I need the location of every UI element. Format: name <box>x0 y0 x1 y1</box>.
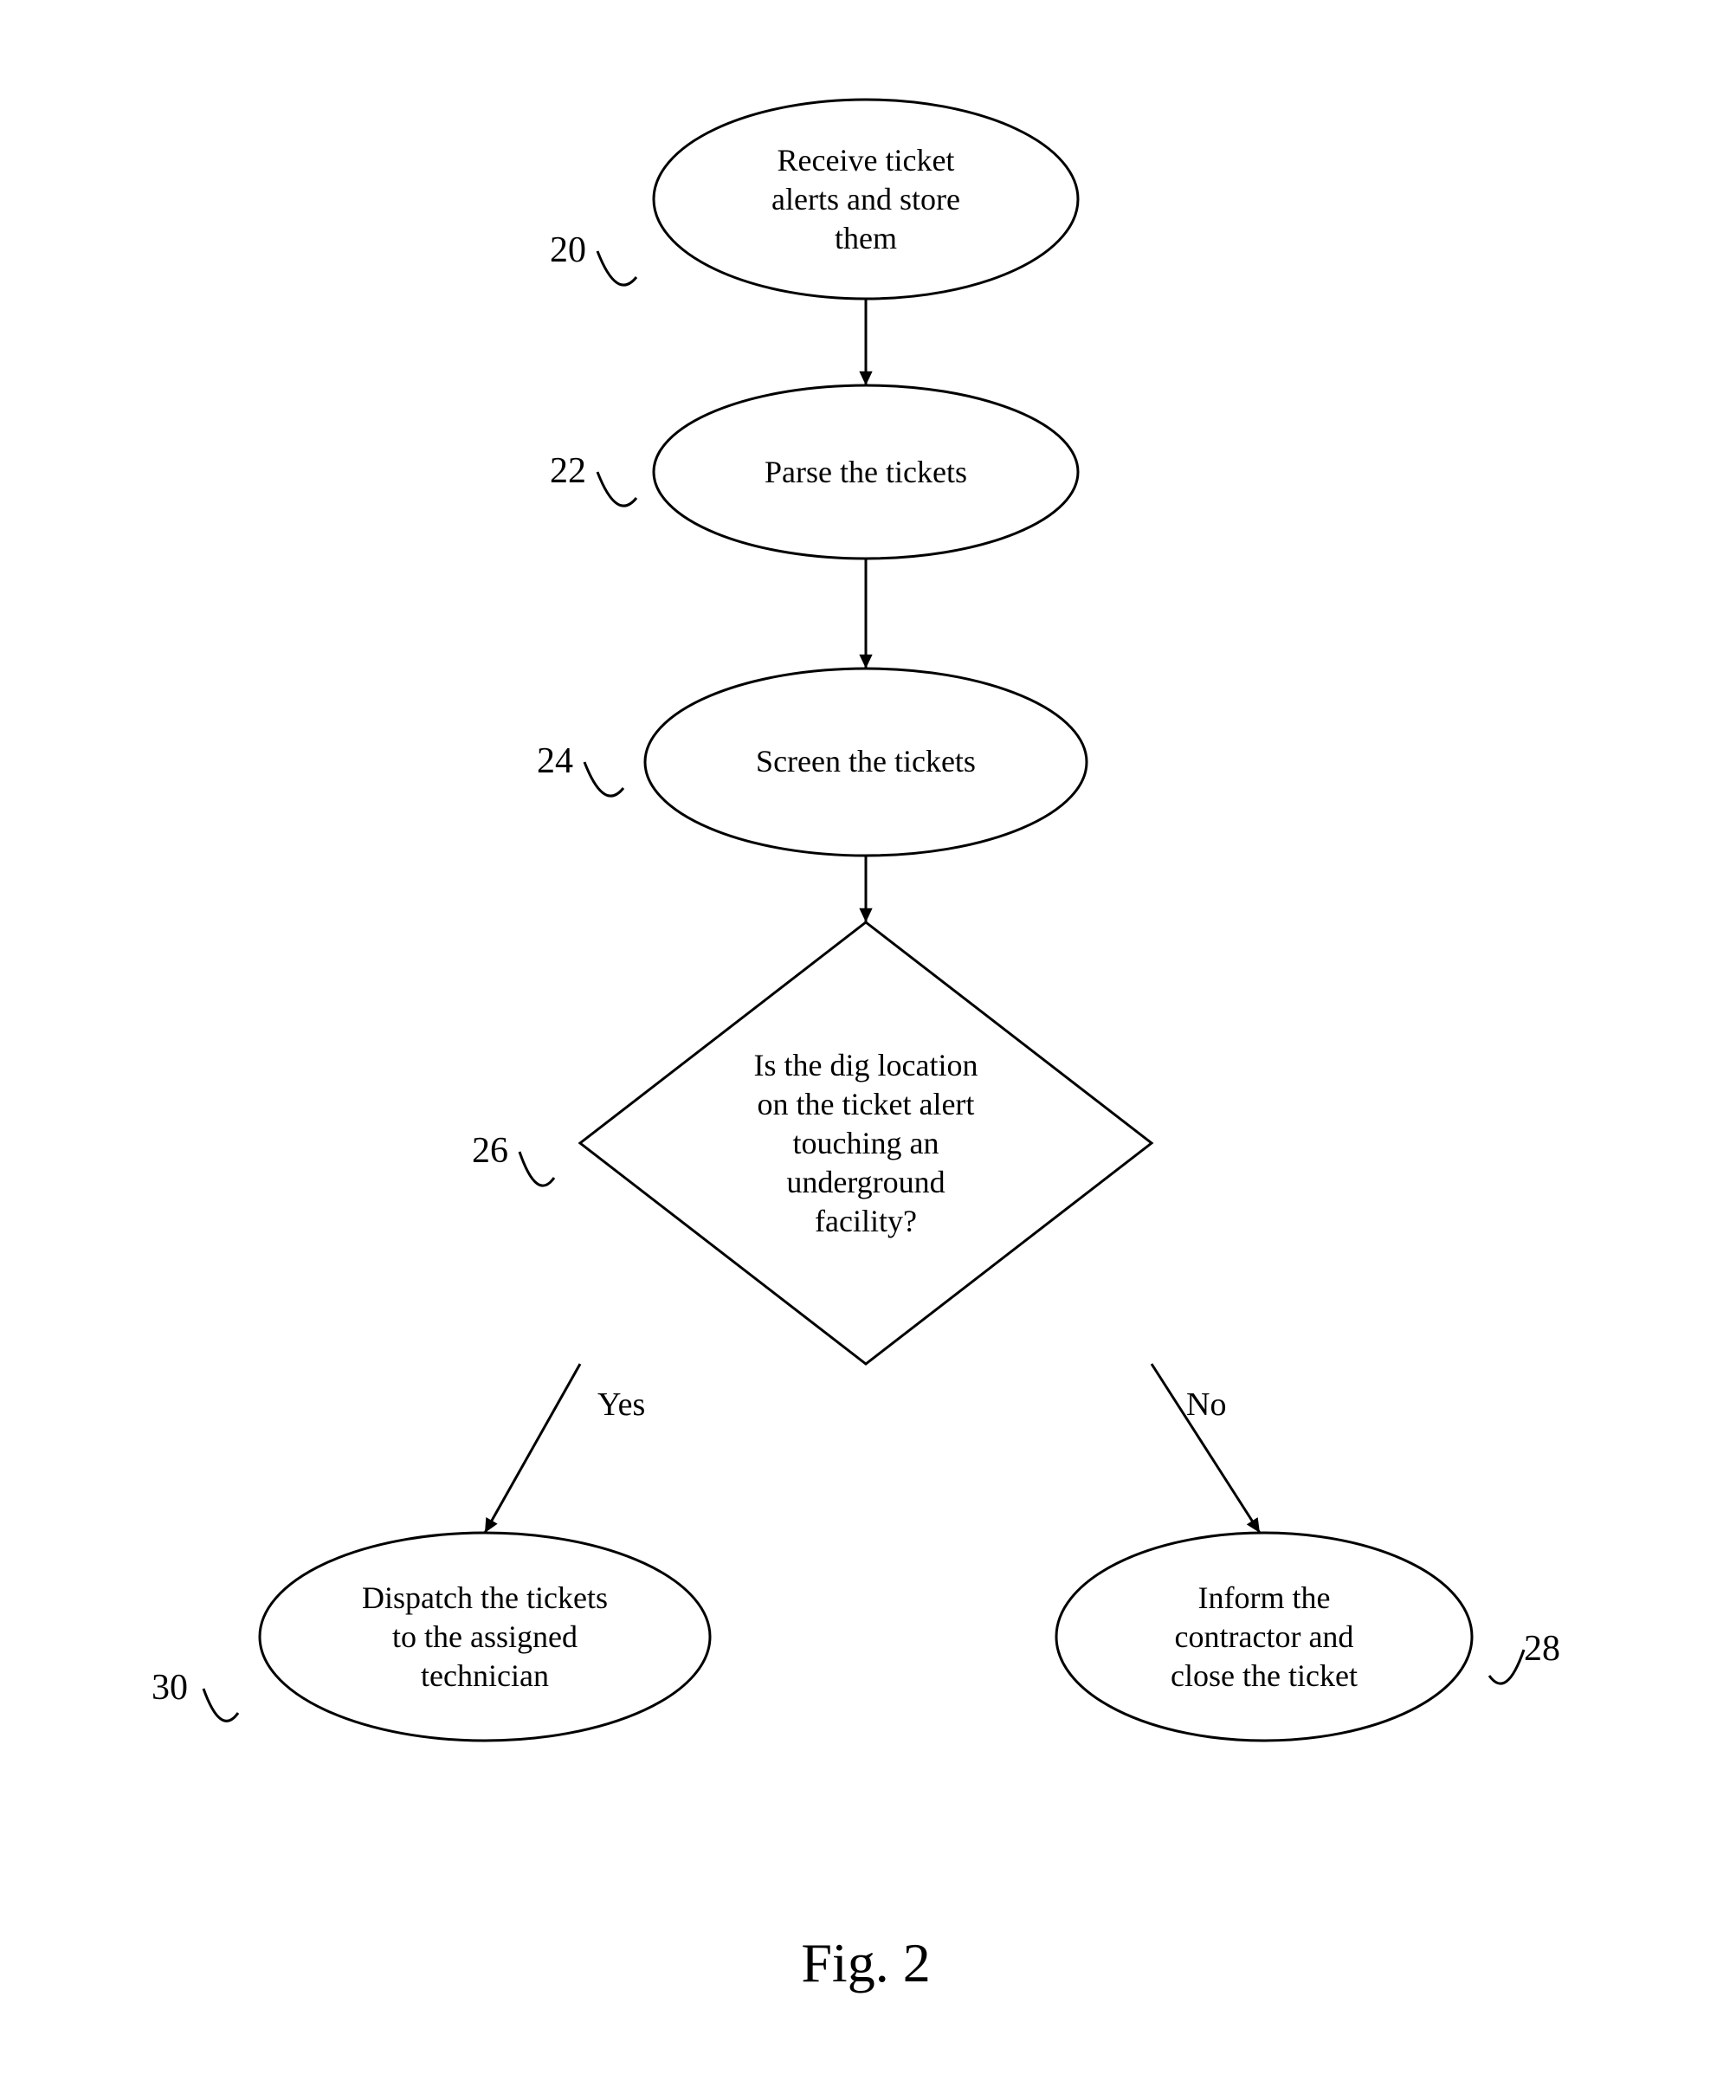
ref-28: 28 <box>1524 1628 1560 1670</box>
edge-label-no: No <box>1186 1386 1226 1424</box>
flowchart-figure: Receive ticket alerts and store them Par… <box>0 0 1736 2100</box>
node-26-text: Is the dig location on the ticket alert … <box>681 966 1052 1320</box>
ref-30: 30 <box>152 1667 188 1709</box>
ref-20: 20 <box>550 229 586 271</box>
figure-caption: Fig. 2 <box>693 1931 1039 1995</box>
ref-24: 24 <box>537 740 573 782</box>
node-30-text: Dispatch the tickets to the assigned tec… <box>282 1543 687 1730</box>
ref-26: 26 <box>472 1130 508 1172</box>
node-20-text: Receive ticket alerts and store them <box>675 110 1057 289</box>
ref-22: 22 <box>550 450 586 492</box>
edge-label-yes: Yes <box>597 1386 645 1424</box>
node-22-text: Parse the tickets <box>675 403 1057 541</box>
node-24-text: Screen the tickets <box>668 688 1065 837</box>
node-28-text: Inform the contractor and close the tick… <box>1077 1543 1451 1730</box>
